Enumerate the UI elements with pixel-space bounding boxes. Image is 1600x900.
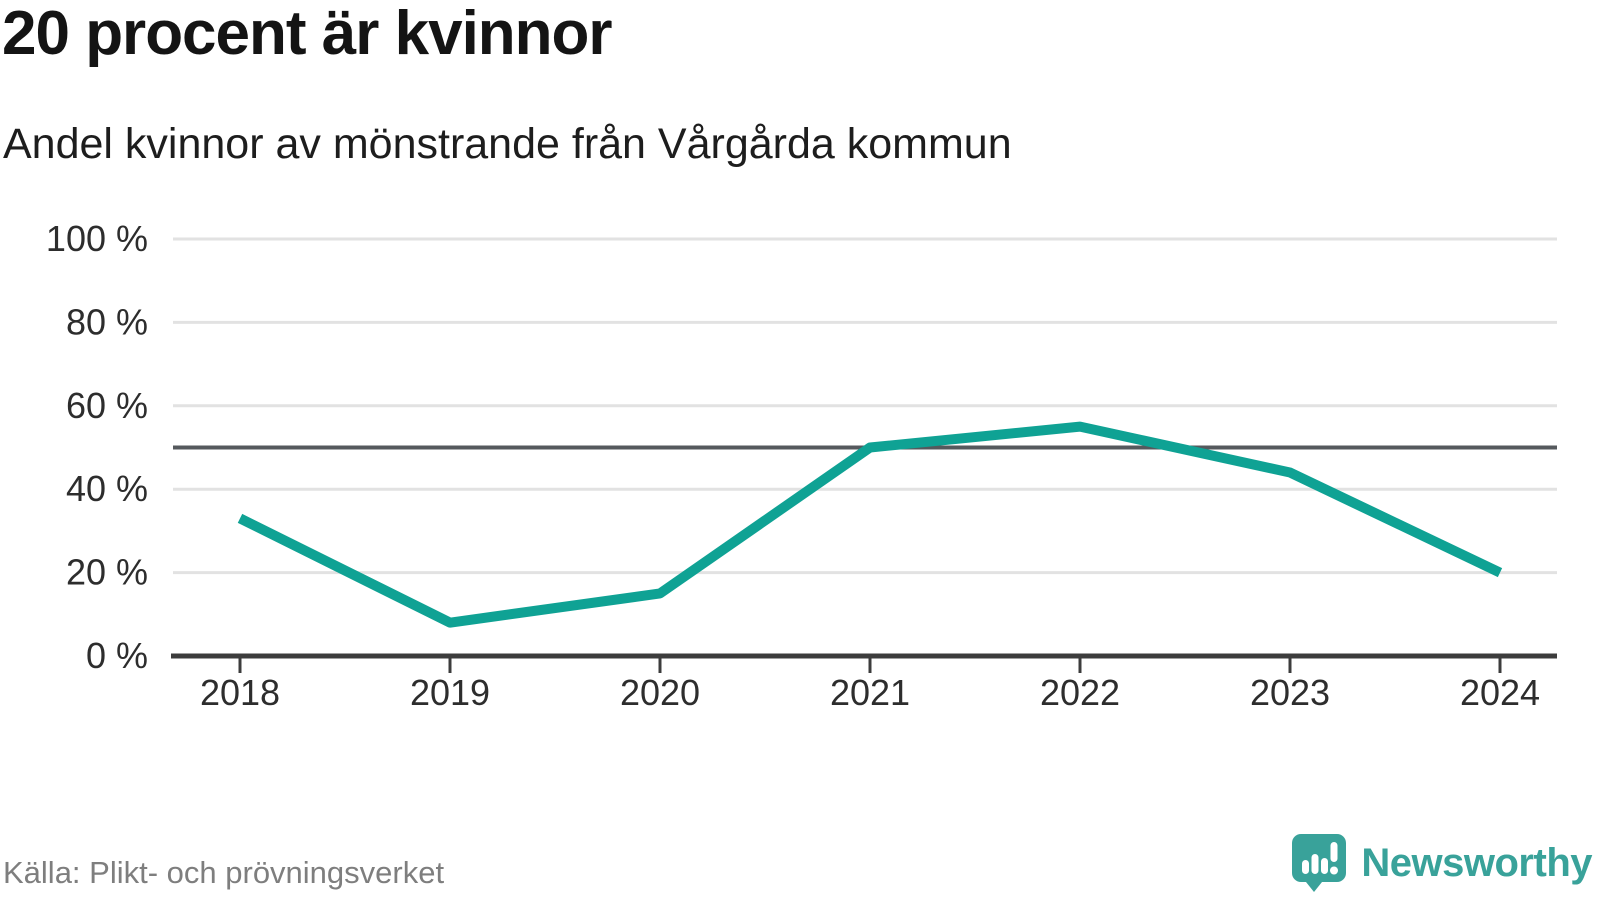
data-line xyxy=(237,421,1503,628)
newsworthy-logo: Newsworthy xyxy=(1291,833,1592,893)
x-tick-label-2022: 2022 xyxy=(1040,672,1120,713)
chart-subtitle: Andel kvinnor av mönstrande från Vårgård… xyxy=(3,120,1012,168)
chart-title: 20 procent är kvinnor xyxy=(2,0,613,68)
y-tick-label-80: 80 % xyxy=(66,301,148,342)
newsworthy-logo-text: Newsworthy xyxy=(1361,840,1592,885)
source-note: Källa: Plikt- och prövningsverket xyxy=(3,855,445,890)
y-tick-label-100: 100 % xyxy=(46,218,148,259)
newsworthy-speech-bubble-bar-chart-icon xyxy=(1292,834,1347,892)
x-tick-label-2023: 2023 xyxy=(1250,672,1330,713)
y-tick-label-20: 20 % xyxy=(66,552,148,593)
y-tick-label-0: 0 % xyxy=(86,635,148,676)
x-tick-label-2021: 2021 xyxy=(830,672,910,713)
y-tick-label-40: 40 % xyxy=(66,468,148,509)
x-tick-label-2018: 2018 xyxy=(200,672,280,713)
x-tick-label-2024: 2024 xyxy=(1460,672,1540,713)
x-tick-label-2019: 2019 xyxy=(410,672,490,713)
x-tick-label-2020: 2020 xyxy=(620,672,700,713)
y-tick-label-60: 60 % xyxy=(66,385,148,426)
